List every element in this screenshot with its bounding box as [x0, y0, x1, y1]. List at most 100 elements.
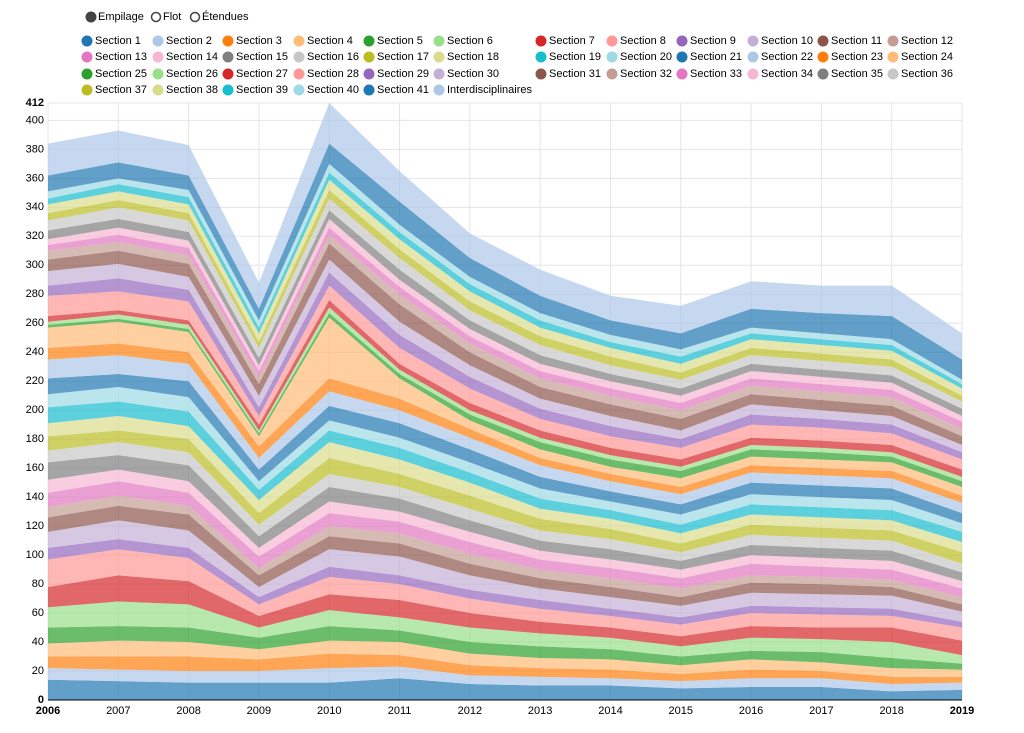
legend-swatch[interactable] — [293, 35, 305, 47]
legend-swatch[interactable] — [676, 35, 688, 47]
legend-label[interactable]: Section 15 — [236, 51, 288, 63]
legend-label[interactable]: Section 10 — [761, 35, 813, 47]
legend-label[interactable]: Section 5 — [377, 35, 423, 47]
legend-label[interactable]: Section 6 — [447, 35, 493, 47]
legend-swatch[interactable] — [363, 51, 375, 63]
legend-swatch[interactable] — [676, 68, 688, 80]
legend-swatch[interactable] — [222, 84, 234, 96]
legend-label[interactable]: Section 28 — [307, 68, 359, 80]
legend-label[interactable]: Section 19 — [549, 51, 601, 63]
legend-item[interactable]: Section 29 — [363, 68, 429, 80]
legend-item[interactable]: Section 5 — [363, 35, 423, 47]
legend-item[interactable]: Section 27 — [222, 68, 288, 80]
legend-label[interactable]: Section 23 — [831, 51, 883, 63]
legend-swatch[interactable] — [817, 51, 829, 63]
legend-swatch[interactable] — [152, 35, 164, 47]
legend-item[interactable]: Section 17 — [363, 51, 429, 63]
legend-swatch[interactable] — [152, 68, 164, 80]
legend-label[interactable]: Section 3 — [236, 35, 282, 47]
legend-swatch[interactable] — [606, 51, 618, 63]
legend-label[interactable]: Section 11 — [831, 35, 882, 47]
legend-swatch[interactable] — [433, 68, 445, 80]
legend-item[interactable]: Section 13 — [81, 51, 147, 63]
legend-swatch[interactable] — [817, 68, 829, 80]
legend-item[interactable]: Section 6 — [433, 35, 493, 47]
legend-swatch[interactable] — [293, 68, 305, 80]
legend-item[interactable]: Section 12 — [887, 35, 953, 47]
legend-swatch[interactable] — [606, 35, 618, 47]
legend-item[interactable]: Section 31 — [535, 68, 601, 80]
legend-swatch[interactable] — [433, 84, 445, 96]
legend-item[interactable]: Section 34 — [747, 68, 813, 80]
legend-label[interactable]: Section 22 — [761, 51, 813, 63]
legend-label[interactable]: Section 41 — [377, 84, 429, 96]
legend-item[interactable]: Section 32 — [606, 68, 672, 80]
legend-swatch[interactable] — [81, 84, 93, 96]
legend-label[interactable]: Section 29 — [377, 68, 429, 80]
legend-swatch[interactable] — [363, 68, 375, 80]
legend-label[interactable]: Section 37 — [95, 84, 147, 96]
legend-item[interactable]: Section 33 — [676, 68, 742, 80]
legend-label[interactable]: Section 9 — [690, 35, 736, 47]
legend-swatch[interactable] — [747, 68, 759, 80]
legend-swatch[interactable] — [887, 35, 899, 47]
legend-item[interactable]: Section 20 — [606, 51, 672, 63]
legend-swatch[interactable] — [535, 35, 547, 47]
legend-swatch[interactable] — [433, 35, 445, 47]
legend-swatch[interactable] — [535, 51, 547, 63]
legend-item[interactable]: Section 14 — [152, 51, 218, 63]
legend-label[interactable]: Section 13 — [95, 51, 147, 63]
legend-item[interactable]: Section 30 — [433, 68, 499, 80]
legend-label[interactable]: Section 1 — [95, 35, 141, 47]
legend-label[interactable]: Section 38 — [166, 84, 218, 96]
legend-swatch[interactable] — [363, 84, 375, 96]
legend-swatch[interactable] — [81, 51, 93, 63]
legend-item[interactable]: Section 26 — [152, 68, 218, 80]
legend-label[interactable]: Section 34 — [761, 68, 813, 80]
legend-swatch[interactable] — [887, 51, 899, 63]
legend-label[interactable]: Section 7 — [549, 35, 595, 47]
legend-item[interactable]: Section 36 — [887, 68, 953, 80]
legend-swatch[interactable] — [433, 51, 445, 63]
legend-item[interactable]: Section 40 — [293, 84, 359, 96]
legend-item[interactable]: Section 2 — [152, 35, 212, 47]
legend-swatch[interactable] — [535, 68, 547, 80]
legend-item[interactable]: Section 19 — [535, 51, 601, 63]
legend-item[interactable]: Section 11 — [817, 35, 882, 47]
legend-item[interactable]: Section 21 — [676, 51, 742, 63]
legend-label[interactable]: Section 33 — [690, 68, 742, 80]
legend-swatch[interactable] — [152, 84, 164, 96]
legend-item[interactable]: Section 41 — [363, 84, 429, 96]
legend-swatch[interactable] — [293, 51, 305, 63]
legend-label[interactable]: Section 20 — [620, 51, 672, 63]
legend-swatch[interactable] — [222, 51, 234, 63]
legend-label[interactable]: Section 36 — [901, 68, 953, 80]
legend-item[interactable]: Section 28 — [293, 68, 359, 80]
legend-label[interactable]: Section 16 — [307, 51, 359, 63]
legend-item[interactable]: Section 10 — [747, 35, 813, 47]
legend-swatch[interactable] — [747, 51, 759, 63]
legend-label[interactable]: Section 18 — [447, 51, 499, 63]
legend-label[interactable]: Section 8 — [620, 35, 666, 47]
legend-swatch[interactable] — [152, 51, 164, 63]
legend-swatch[interactable] — [222, 68, 234, 80]
legend-item[interactable]: Section 35 — [817, 68, 883, 80]
legend-swatch[interactable] — [676, 51, 688, 63]
legend-item[interactable]: Section 18 — [433, 51, 499, 63]
legend-item[interactable]: Interdisciplinaires — [433, 84, 532, 96]
legend-label[interactable]: Section 2 — [166, 35, 212, 47]
legend-item[interactable]: Section 1 — [81, 35, 141, 47]
legend-item[interactable]: Section 9 — [676, 35, 736, 47]
control-label[interactable]: Flot — [163, 11, 181, 23]
legend-label[interactable]: Section 21 — [690, 51, 742, 63]
legend-swatch[interactable] — [81, 35, 93, 47]
legend-swatch[interactable] — [363, 35, 375, 47]
legend-item[interactable]: Section 16 — [293, 51, 359, 63]
legend-item[interactable]: Section 37 — [81, 84, 147, 96]
radio-selected[interactable] — [85, 11, 97, 23]
radio[interactable] — [189, 11, 201, 23]
legend-swatch[interactable] — [747, 35, 759, 47]
legend-label[interactable]: Section 32 — [620, 68, 672, 80]
legend-item[interactable]: Section 15 — [222, 51, 288, 63]
legend-swatch[interactable] — [606, 68, 618, 80]
